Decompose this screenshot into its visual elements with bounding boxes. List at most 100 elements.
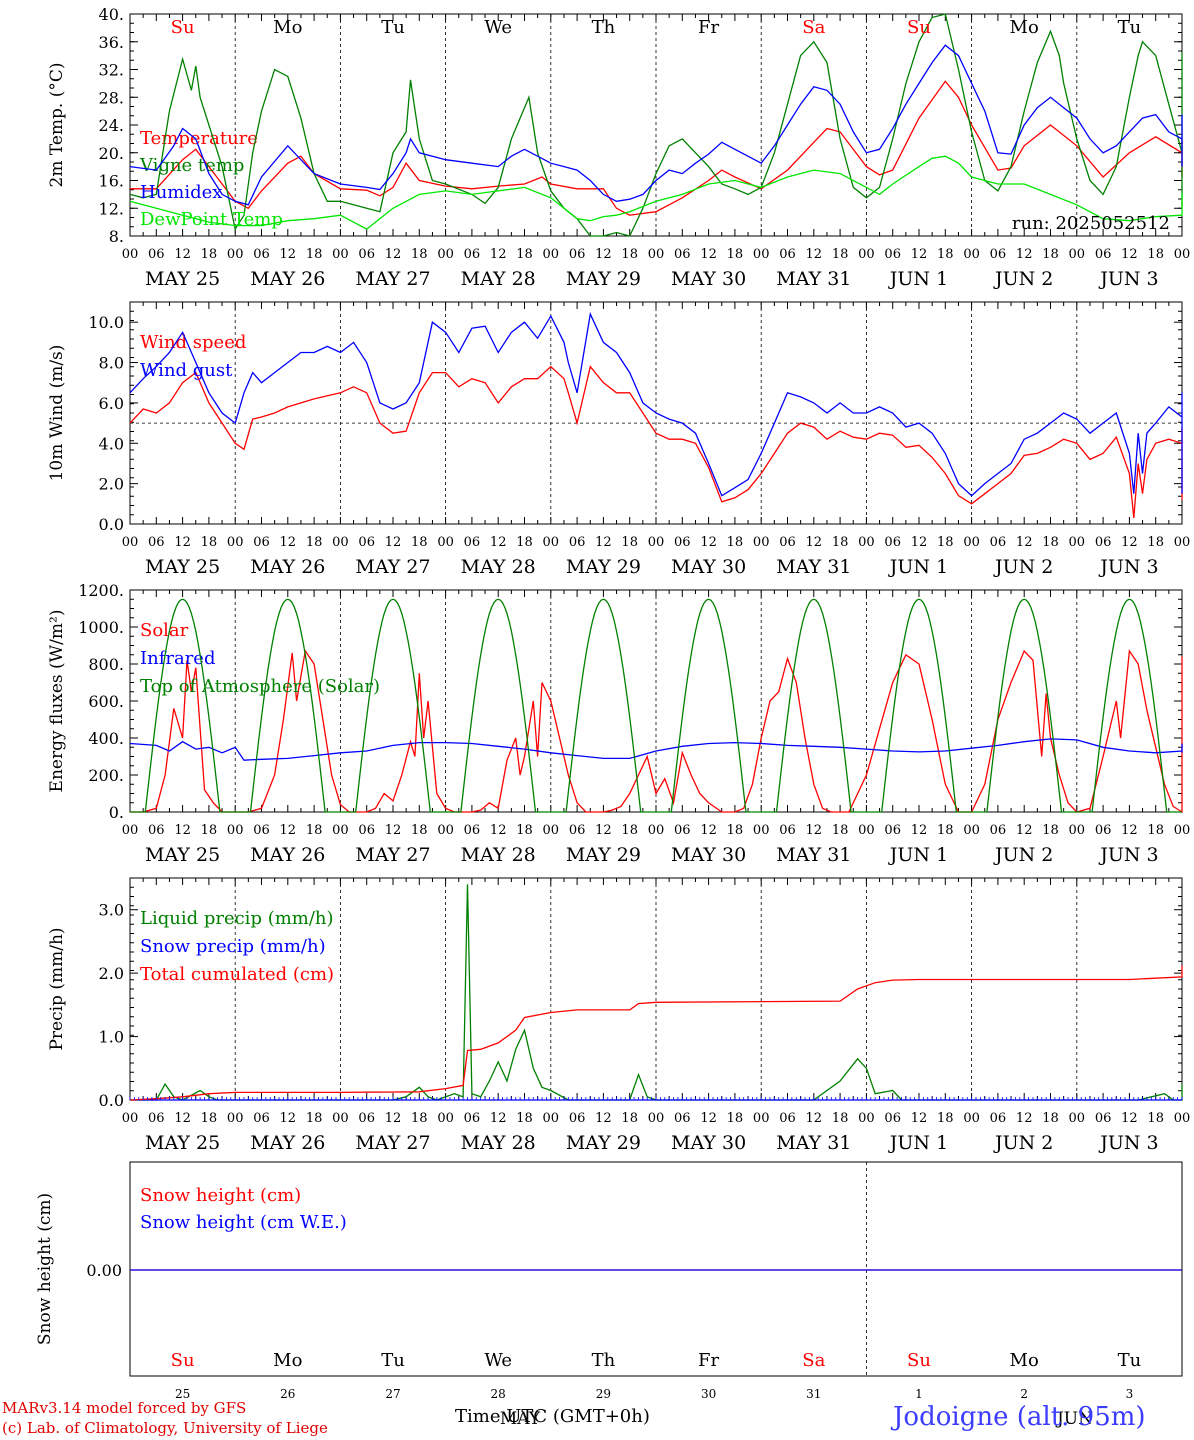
hour-tick-label: 00 [122, 535, 139, 550]
hour-tick-label: 12 [595, 535, 612, 550]
hour-tick-label: 12 [1016, 1111, 1033, 1126]
day-name-top: Tu [381, 17, 405, 38]
y-tick-label: 600. [88, 692, 124, 711]
hour-tick-label: 00 [332, 823, 349, 838]
hour-tick-label: 12 [595, 1111, 612, 1126]
date-label: MAY 25 [145, 556, 220, 578]
date-label: MAY 26 [250, 1132, 325, 1154]
date-label: JUN 1 [888, 844, 948, 866]
hour-tick-label: 18 [306, 247, 323, 262]
hour-tick-label: 12 [1121, 247, 1138, 262]
hour-tick-label: 06 [779, 247, 796, 262]
hour-tick-label: 12 [1016, 247, 1033, 262]
hour-tick-label: 00 [1174, 535, 1191, 550]
hour-tick-label: 06 [253, 247, 270, 262]
hour-tick-label: 00 [1174, 247, 1191, 262]
day-number-label: 31 [806, 1387, 821, 1401]
day-number-label: 26 [280, 1387, 295, 1401]
hour-tick-label: 12 [595, 247, 612, 262]
day-number-label: 3 [1126, 1387, 1134, 1401]
date-label: MAY 25 [145, 1132, 220, 1154]
date-label: MAY 29 [566, 1132, 641, 1154]
date-label: MAY 31 [776, 556, 851, 578]
hour-tick-label: 12 [385, 247, 402, 262]
hour-tick-label: 00 [543, 247, 560, 262]
day-number-label: 29 [596, 1387, 611, 1401]
hour-tick-label: 18 [937, 1111, 954, 1126]
hour-tick-label: 00 [122, 247, 139, 262]
day-name-top: Mo [1010, 17, 1039, 38]
hour-tick-label: 18 [727, 247, 744, 262]
hour-tick-label: 00 [648, 823, 665, 838]
y-tick-label: 10.0 [88, 313, 124, 332]
hour-tick-label: 18 [621, 247, 638, 262]
hour-tick-label: 06 [1095, 535, 1112, 550]
hour-tick-label: 18 [516, 823, 533, 838]
y-tick-label: 32. [99, 61, 124, 80]
hour-tick-label: 12 [385, 823, 402, 838]
y-tick-label: 20. [99, 144, 124, 163]
hour-tick-label: 00 [648, 535, 665, 550]
lab-credit-text: (c) Lab. of Climatology, University of L… [2, 1419, 328, 1437]
y-axis-label: Snow height (cm) [35, 1193, 55, 1345]
date-label: MAY 27 [355, 844, 430, 866]
hour-tick-label: 12 [806, 1111, 823, 1126]
y-tick-label: 4.0 [99, 434, 124, 453]
date-label: MAY 30 [671, 1132, 746, 1154]
date-label: MAY 27 [355, 556, 430, 578]
hour-tick-label: 00 [963, 535, 980, 550]
hour-tick-label: 06 [884, 247, 901, 262]
day-number-label: 25 [175, 1387, 190, 1401]
hour-tick-label: 00 [543, 823, 560, 838]
hour-tick-label: 06 [674, 247, 691, 262]
run-label: run: 2025052512 [1012, 213, 1170, 234]
hour-tick-label: 18 [411, 535, 428, 550]
hour-tick-label: 06 [779, 1111, 796, 1126]
hour-tick-label: 00 [753, 535, 770, 550]
hour-tick-label: 00 [227, 1111, 244, 1126]
date-label: MAY 30 [671, 268, 746, 290]
hour-tick-label: 00 [753, 1111, 770, 1126]
hour-tick-label: 06 [148, 823, 165, 838]
hour-tick-label: 18 [832, 823, 849, 838]
legend-entry: Snow height (cm) [140, 1185, 301, 1206]
hour-tick-label: 06 [253, 535, 270, 550]
legend-entry: Snow precip (mm/h) [140, 936, 326, 957]
y-tick-label: 12. [99, 199, 124, 218]
hour-tick-label: 00 [543, 1111, 560, 1126]
y-tick-label: 6.0 [99, 394, 124, 413]
hour-tick-label: 00 [437, 247, 454, 262]
hour-tick-label: 00 [858, 535, 875, 550]
hour-tick-label: 00 [227, 247, 244, 262]
date-label: MAY 28 [461, 1132, 536, 1154]
hour-tick-label: 12 [280, 535, 297, 550]
hour-tick-label: 18 [1042, 823, 1059, 838]
hour-tick-label: 06 [674, 1111, 691, 1126]
hour-tick-label: 00 [332, 1111, 349, 1126]
hour-tick-label: 12 [1016, 535, 1033, 550]
y-tick-label: 0.00 [86, 1261, 122, 1280]
legend-entry: Top of Atmosphere (Solar) [140, 676, 380, 697]
series-line-energy-2 [130, 598, 1182, 813]
hour-tick-label: 18 [201, 247, 218, 262]
hour-tick-label: 06 [358, 823, 375, 838]
hour-tick-label: 12 [806, 247, 823, 262]
legend-entry: Temperature [140, 128, 258, 149]
hour-tick-label: 12 [174, 1111, 191, 1126]
hour-tick-label: 00 [753, 247, 770, 262]
hour-tick-label: 06 [464, 247, 481, 262]
date-label: MAY 28 [461, 844, 536, 866]
date-label: JUN 2 [993, 556, 1053, 578]
date-label: JUN 2 [993, 1132, 1053, 1154]
date-label: JUN 3 [1098, 844, 1158, 866]
hour-tick-label: 06 [358, 247, 375, 262]
panel-frame-snow [129, 1161, 1183, 1377]
hour-tick-label: 12 [700, 1111, 717, 1126]
month-label: JUN [1055, 1409, 1093, 1429]
legend-entry: Humidex [140, 182, 222, 203]
hour-tick-label: 12 [700, 823, 717, 838]
date-label: JUN 1 [888, 1132, 948, 1154]
hour-tick-label: 12 [911, 823, 928, 838]
hour-tick-label: 00 [332, 247, 349, 262]
hour-tick-label: 18 [1042, 247, 1059, 262]
